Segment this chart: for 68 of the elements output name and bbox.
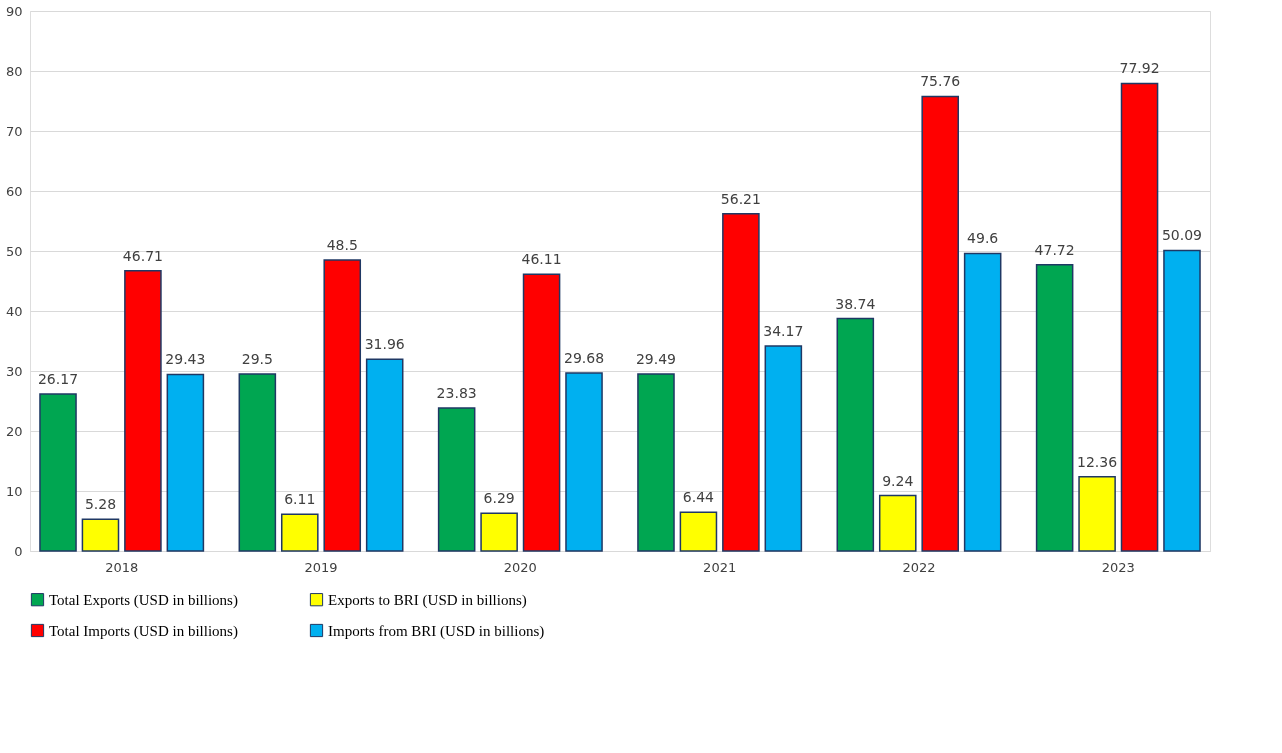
legend-label: Exports to BRI (USD in billions) (328, 591, 527, 609)
x-tick-label: 2023 (1101, 559, 1135, 575)
legend-label: Total Exports (USD in billions) (49, 591, 238, 609)
data-label: 50.09 (1161, 227, 1203, 244)
x-tick-label: 2022 (902, 559, 936, 575)
bar (963, 252, 1002, 552)
y-tick-label: 40 (5, 303, 23, 319)
bar (238, 373, 277, 552)
data-label: 29.68 (563, 349, 605, 366)
bar (280, 513, 319, 552)
y-tick-label: 20 (5, 423, 23, 439)
bar (1078, 476, 1116, 552)
data-label: 75.76 (920, 73, 961, 90)
data-label: 29.43 (165, 351, 206, 368)
y-tick-label: 80 (5, 63, 23, 79)
legend-label: Imports from BRI (USD in billions) (328, 622, 545, 640)
y-tick-label: 70 (5, 123, 23, 139)
y-tick-label: 60 (5, 183, 23, 199)
bar (921, 95, 960, 552)
bar (1163, 249, 1201, 552)
bar (480, 512, 518, 552)
data-label: 6.29 (483, 490, 515, 507)
legend-label: Total Imports (USD in billions) (49, 622, 238, 640)
data-label: 46.11 (521, 251, 562, 268)
bar (39, 393, 77, 552)
data-label: 38.74 (835, 295, 876, 312)
data-label: 29.5 (241, 351, 273, 367)
data-label: 6.11 (284, 491, 316, 508)
data-label: 5.28 (84, 496, 117, 513)
x-tick-label: 2018 (105, 559, 139, 575)
y-tick-label: 30 (5, 363, 23, 379)
data-label: 29.49 (635, 351, 677, 368)
bar (437, 407, 476, 552)
x-tick-label: 2019 (304, 559, 338, 575)
data-label: 56.21 (720, 190, 761, 207)
data-label: 31.96 (364, 336, 405, 353)
data-label: 12.36 (1077, 453, 1118, 470)
x-tick-label: 2020 (503, 559, 537, 575)
y-tick-label: 0 (14, 543, 23, 559)
data-label: 9.24 (882, 472, 914, 489)
data-label: 34.17 (763, 322, 804, 339)
bar (679, 511, 718, 552)
bar (1120, 82, 1159, 552)
data-label: 48.5 (326, 237, 358, 253)
y-tick-label: 50 (5, 243, 23, 259)
bar (637, 373, 675, 552)
bar (764, 345, 803, 552)
y-tick-label: 10 (5, 483, 23, 499)
y-tick-label: 90 (5, 3, 23, 19)
bar (166, 373, 205, 552)
x-tick-label: 2021 (703, 559, 737, 575)
bar (323, 259, 362, 552)
data-label: 23.83 (436, 385, 477, 402)
bar (522, 273, 561, 552)
data-label: 77.92 (1119, 60, 1160, 77)
bar (836, 317, 875, 552)
bar (722, 212, 760, 552)
bar (365, 358, 404, 552)
bar (124, 269, 162, 552)
bar (1035, 263, 1074, 552)
data-label: 49.6 (967, 230, 999, 247)
data-label: 6.44 (682, 489, 715, 506)
bar (81, 518, 120, 552)
bar (878, 494, 917, 552)
data-label: 26.17 (37, 370, 79, 387)
data-label: 46.71 (122, 247, 163, 264)
data-label: 47.72 (1034, 241, 1075, 258)
bar (565, 372, 603, 552)
